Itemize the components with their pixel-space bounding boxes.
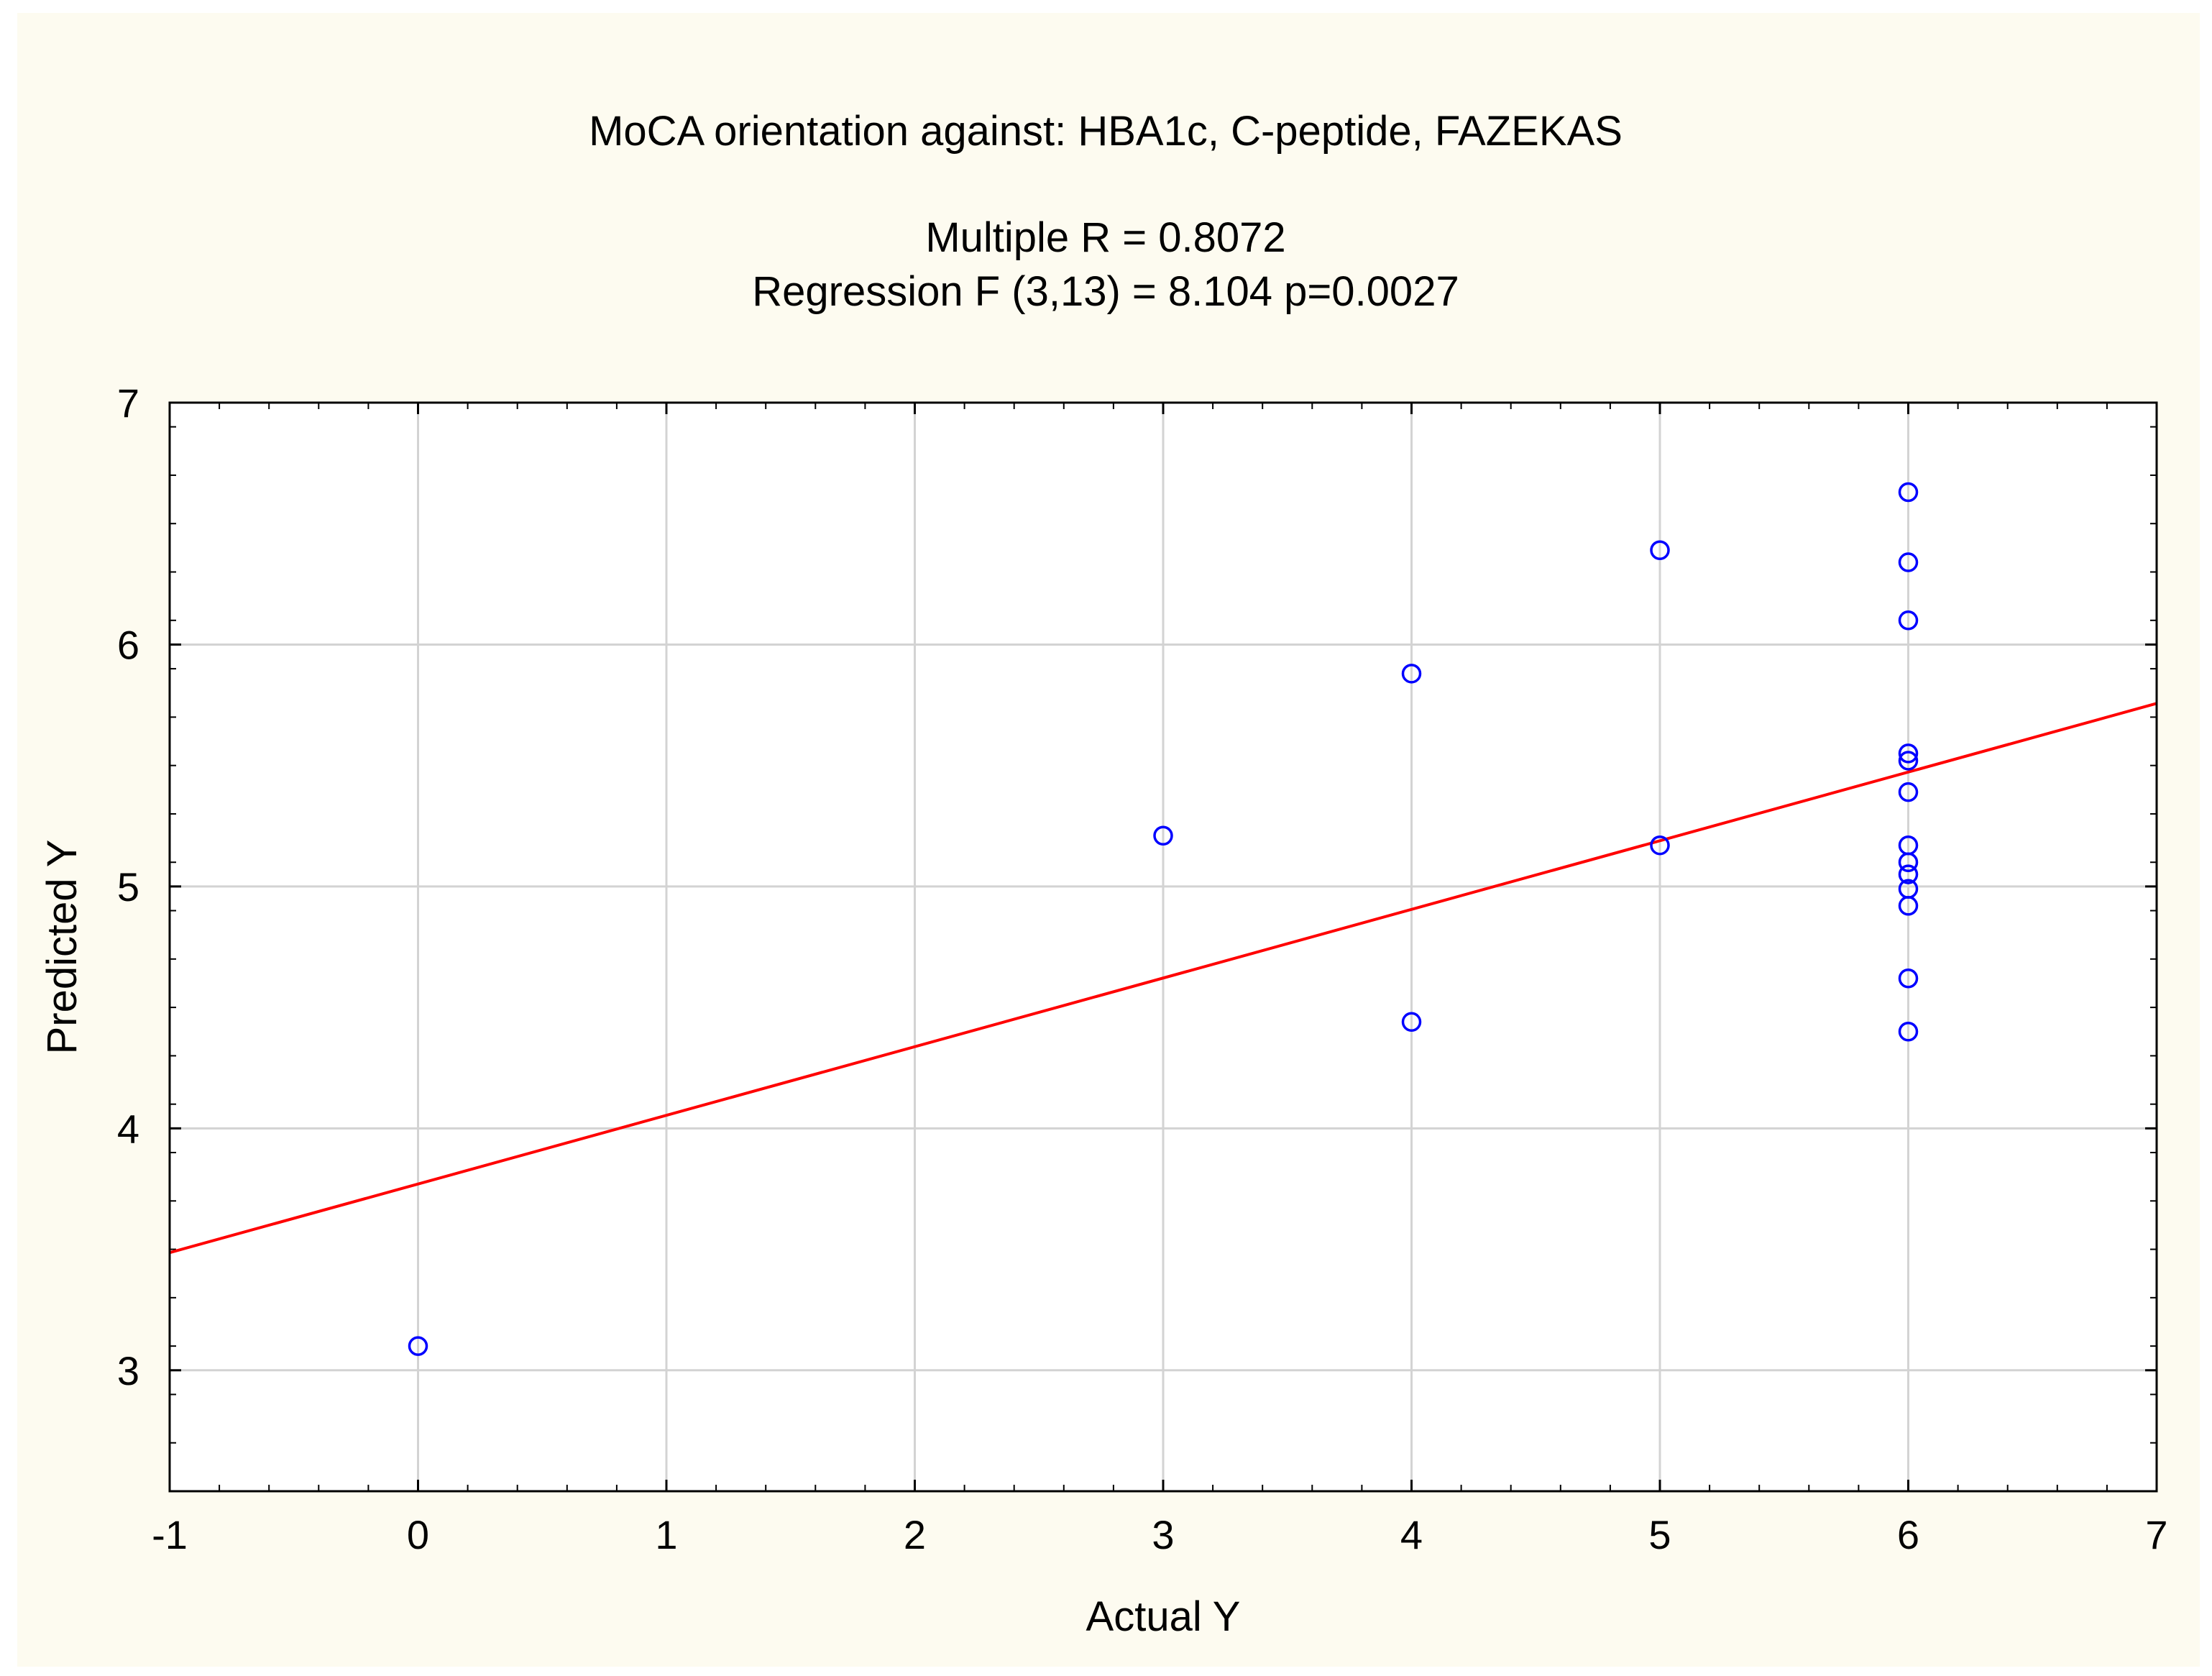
chart-subtitle-regression: Regression F (3,13) = 8.104 p=0.0027: [752, 268, 1459, 315]
x-tick-label: 3: [1152, 1512, 1174, 1557]
regression-line-layer: [169, 702, 2157, 1255]
grid-lines: [170, 403, 2157, 1491]
data-point: [1898, 1022, 1919, 1042]
data-point: [1401, 1012, 1422, 1032]
x-tick-label: 0: [407, 1512, 429, 1557]
x-axis-label: Actual Y: [1086, 1593, 1241, 1640]
data-point: [1650, 540, 1670, 560]
data-point: [1898, 852, 1919, 872]
y-tick-labels: 3 4 5 6 7: [117, 380, 139, 1393]
x-tick-label: 1: [655, 1512, 677, 1557]
data-point: [1650, 835, 1670, 856]
x-tick-label: 5: [1648, 1512, 1671, 1557]
x-tick-label: 7: [2145, 1512, 2167, 1557]
data-point: [1898, 782, 1919, 802]
data-point: [1898, 751, 1919, 771]
y-tick-label: 5: [117, 864, 139, 910]
data-point: [1898, 482, 1919, 503]
data-point: [1153, 825, 1173, 846]
data-point: [1898, 864, 1919, 884]
plot-frame: [168, 401, 2158, 1493]
y-axis-label: Predicted Y: [39, 840, 86, 1055]
x-tick-label: -1: [152, 1512, 188, 1557]
data-point: [1898, 896, 1919, 916]
x-tick-label: 4: [1400, 1512, 1423, 1557]
y-tick-label: 7: [117, 380, 139, 426]
y-tick-label: 6: [117, 622, 139, 667]
y-tick-label: 3: [117, 1348, 139, 1393]
data-point: [1898, 743, 1919, 764]
chart-title: MoCA orientation against: HBA1c, C-pepti…: [589, 108, 1623, 155]
regression-line: [169, 702, 2157, 1255]
data-point: [1401, 664, 1422, 684]
data-point: [1898, 610, 1919, 631]
data-point: [1898, 968, 1919, 989]
x-tick-labels: -1 0 1 2 3 4 5 6 7: [152, 1512, 2167, 1557]
data-points: [408, 482, 1919, 1356]
chart-subtitle-multiple-r: Multiple R = 0.8072: [925, 214, 1285, 261]
y-tick-label: 4: [117, 1106, 139, 1151]
data-point: [408, 1336, 428, 1356]
data-point: [1898, 552, 1919, 572]
x-tick-label: 2: [904, 1512, 926, 1557]
x-tick-label: 6: [1897, 1512, 1919, 1557]
